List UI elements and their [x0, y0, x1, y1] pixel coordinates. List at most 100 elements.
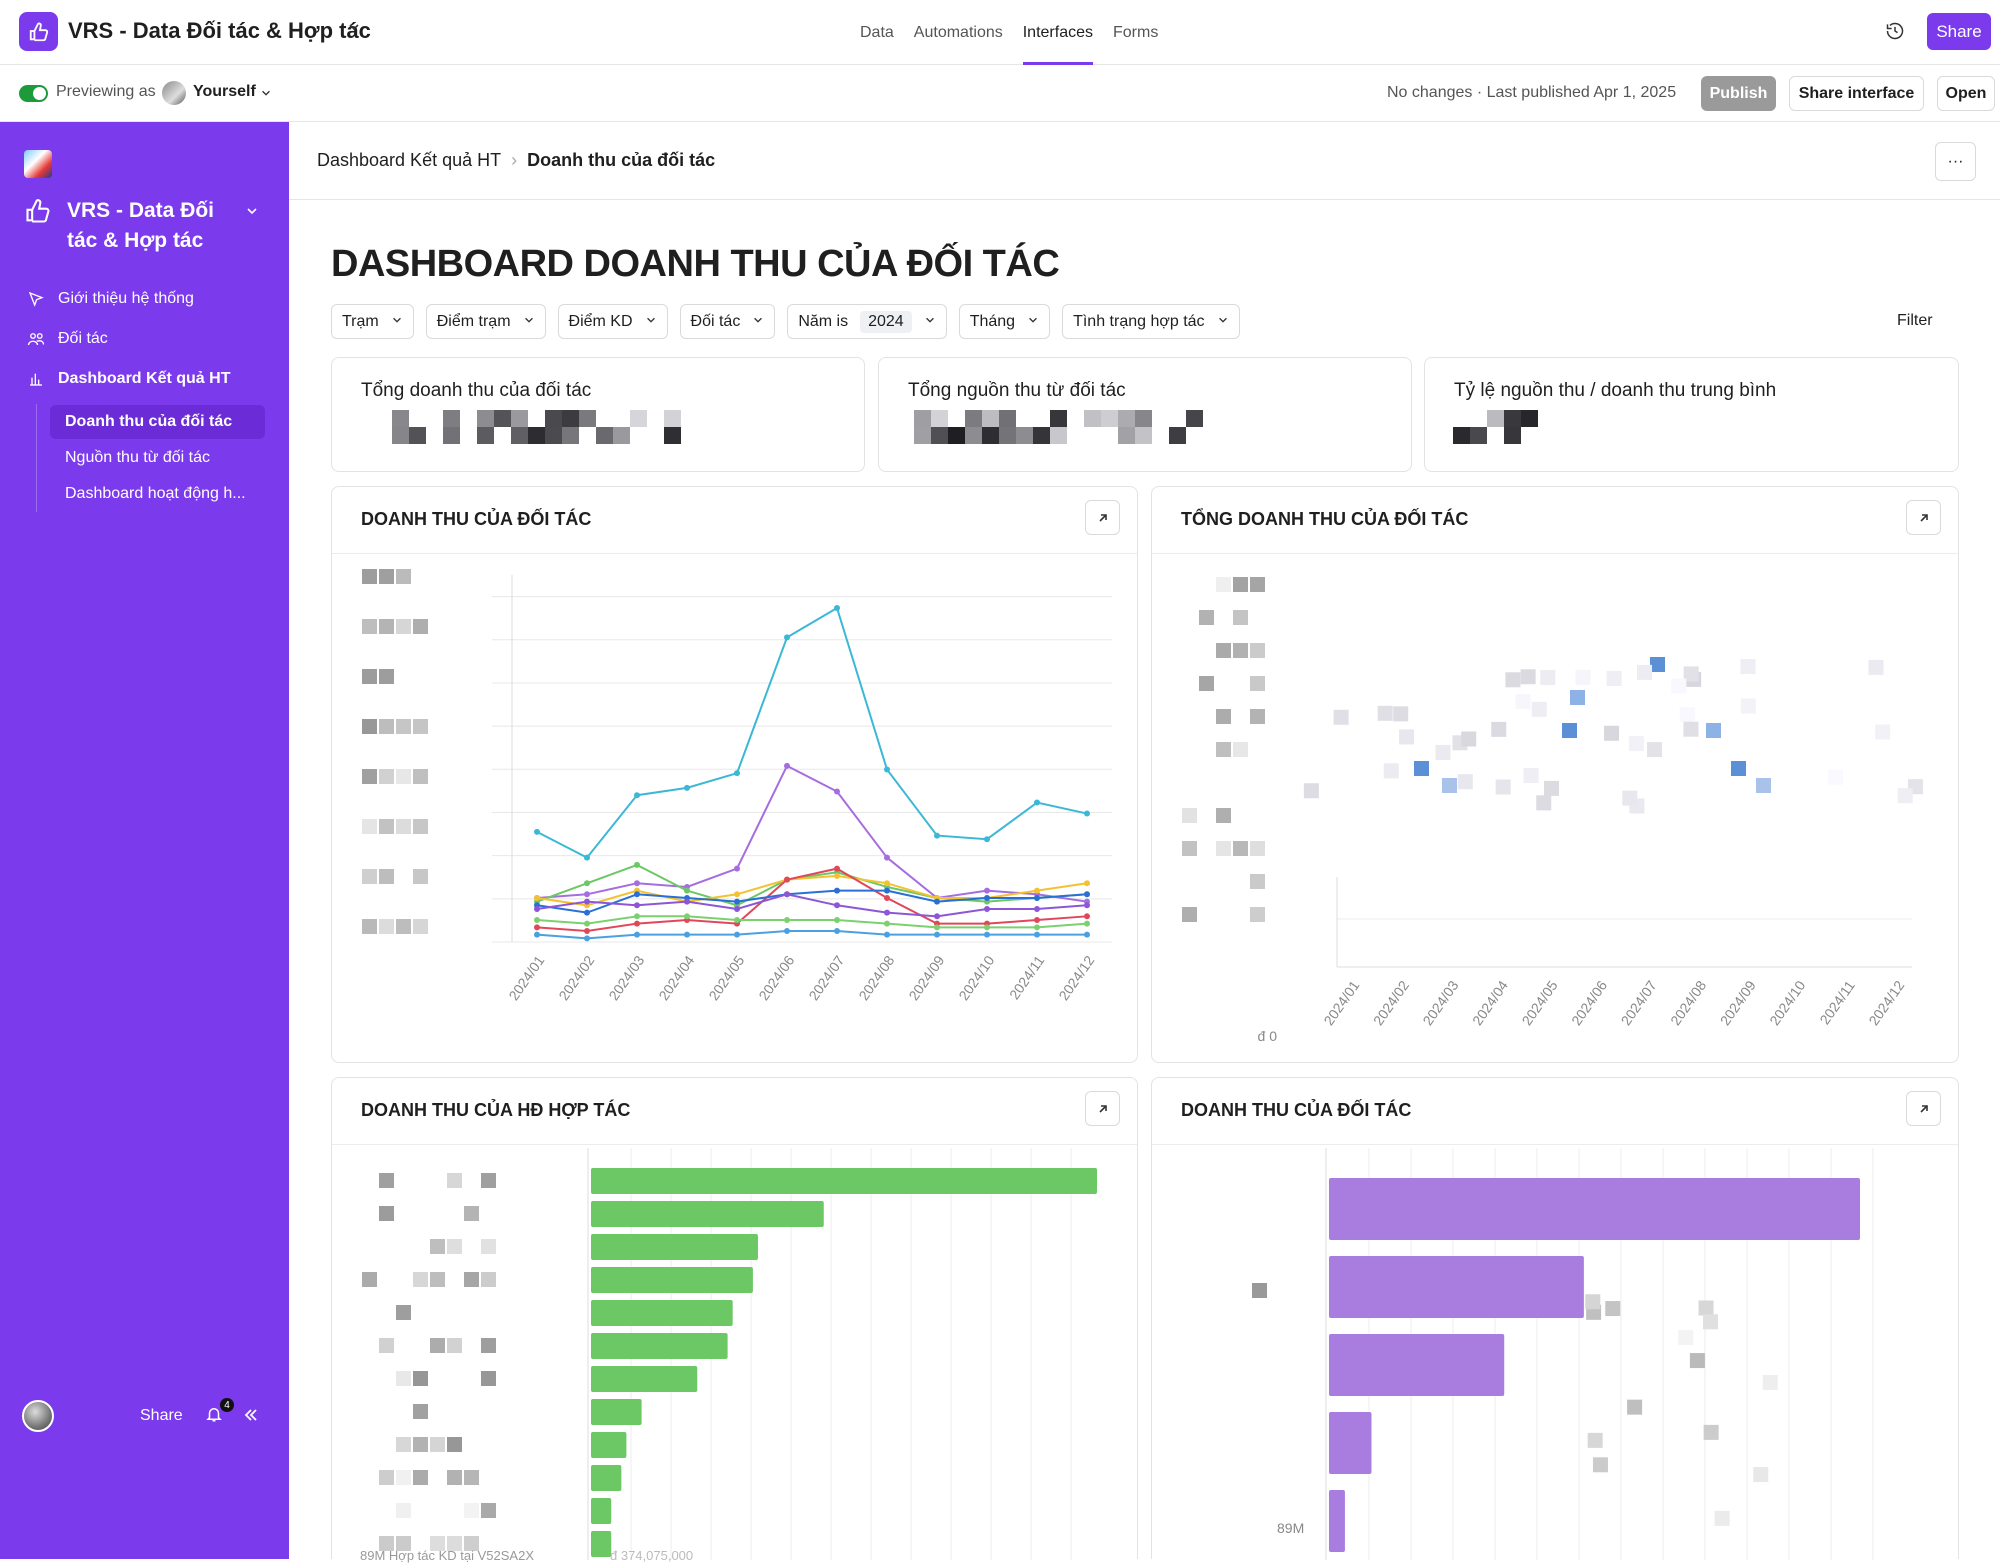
users-icon [26, 329, 46, 349]
redacted-pixel [362, 719, 377, 734]
redacted-pixel [430, 1437, 445, 1452]
filter-label: Đối tác [690, 312, 741, 330]
x-tick-label: 2024/02 [555, 952, 597, 1003]
filter-tram[interactable]: Trạm [331, 304, 414, 339]
app-title[interactable]: VRS - Data Đối tác & Hợp tác [68, 18, 371, 43]
redacted-pixel [443, 410, 460, 427]
data-point [1034, 887, 1040, 894]
heatmap-cell [1650, 657, 1665, 672]
redacted-pixel [464, 1536, 479, 1551]
sidebar-subitem-nguon-thu[interactable]: Nguồn thu từ đối tác [65, 449, 211, 466]
data-point [834, 887, 840, 894]
avatar[interactable] [162, 81, 186, 105]
sidebar-subitem-hoat-dong[interactable]: Dashboard hoạt động h... [65, 485, 246, 502]
redacted-pixel [579, 410, 596, 427]
heatmap-cell [1706, 723, 1721, 738]
redacted-pixel [1504, 427, 1521, 444]
data-point [934, 931, 940, 938]
sidebar-subitem-doanh-thu[interactable]: Doanh thu của đối tác [50, 405, 265, 439]
page-title: DASHBOARD DOANH THU CỦA ĐỐI TÁC [331, 243, 1060, 285]
heatmap-cell [1303, 783, 1319, 799]
data-point [534, 828, 540, 835]
x-tick-label: 2024/10 [955, 952, 997, 1003]
filter-link[interactable]: Filter [1897, 312, 1933, 329]
kpi-value-redacted [392, 410, 692, 450]
collapse-icon[interactable] [243, 1407, 259, 1428]
heatmap-cell [1491, 721, 1507, 737]
x-tick-label: 2024/04 [655, 952, 697, 1003]
redacted-pixel [396, 1371, 411, 1386]
redacted-pixel [1233, 742, 1248, 757]
data-point [1084, 891, 1090, 898]
data-point [734, 905, 740, 912]
thumbs-up-icon[interactable] [19, 12, 58, 51]
chevron-down-icon[interactable] [347, 20, 361, 39]
sidebar-item-doi-tac[interactable]: Đối tác [26, 329, 108, 349]
data-point [884, 854, 890, 861]
nav-data[interactable]: Data [860, 23, 894, 41]
redacted-pixel [379, 769, 394, 784]
redacted-pixel [1182, 841, 1197, 856]
chevron-down-icon[interactable] [245, 204, 259, 223]
redacted-pixel [413, 1404, 428, 1419]
chevron-down-icon[interactable] [260, 86, 272, 104]
redacted-pixel [477, 427, 494, 444]
bar-chart [362, 1148, 1097, 1560]
redacted-pixel [1689, 1353, 1705, 1369]
axis-label: 89M [1277, 1520, 1305, 1536]
breadcrumb-parent[interactable]: Dashboard Kết quả HT [317, 150, 502, 170]
thumbs-up-icon [24, 197, 52, 230]
share-interface-button[interactable]: Share interface [1789, 76, 1924, 111]
filter-diem-tram[interactable]: Điểm trạm [425, 304, 546, 339]
nav-forms[interactable]: Forms [1113, 23, 1159, 41]
divider [289, 199, 2000, 200]
preview-user[interactable]: Yourself [193, 83, 256, 100]
bar [591, 1432, 627, 1458]
data-point [534, 905, 540, 912]
share-button[interactable]: Share [1927, 13, 1991, 50]
publish-button[interactable]: Publish [1701, 76, 1776, 111]
nav-interfaces[interactable]: Interfaces [1013, 0, 1103, 65]
avatar[interactable] [22, 1400, 54, 1432]
sidebar-item-label: Đối tác [58, 330, 108, 347]
redacted-pixel [1118, 410, 1135, 427]
filter-nam[interactable]: Năm is 2024 [787, 304, 947, 339]
heatmap-cell [1505, 672, 1521, 688]
redacted-pixel [362, 869, 377, 884]
sidebar-share-button[interactable]: Share [140, 1407, 183, 1424]
redacted-pixel [1033, 427, 1050, 444]
redacted-pixel [1585, 1294, 1601, 1310]
redacted-pixel [965, 410, 982, 427]
breadcrumb-current: Doanh thu của đối tác [527, 150, 716, 170]
bell-icon[interactable] [205, 1405, 223, 1428]
heatmap-cell [1683, 666, 1699, 682]
more-options-button[interactable]: ··· [1935, 142, 1976, 181]
preview-toggle[interactable] [19, 85, 48, 102]
chart-title: DOANH THU CỦA ĐỐI TÁC [361, 509, 592, 529]
open-button[interactable]: Open [1937, 76, 1995, 111]
sidebar-title[interactable]: VRS - Data Đối tác & Hợp tác [67, 199, 215, 252]
expand-icon[interactable] [1906, 500, 1941, 535]
sidebar-item-dashboard[interactable]: Dashboard Kết quả HT [26, 369, 230, 389]
redacted-pixel [1252, 1283, 1267, 1298]
expand-icon[interactable] [1906, 1091, 1941, 1126]
filter-thang[interactable]: Tháng [958, 304, 1051, 339]
redacted-pixel [379, 819, 394, 834]
heatmap-cell [1461, 731, 1477, 747]
redacted-pixel [528, 427, 545, 444]
bar-value-label: đ 374,075,000 [610, 1548, 694, 1563]
redacted-pixel [596, 427, 613, 444]
sidebar-item-gioi-thieu[interactable]: Giới thiệu hệ thống [26, 289, 194, 309]
nav-automations[interactable]: Automations [913, 23, 1003, 41]
filter-tinh-trang[interactable]: Tình trạng hợp tác [1062, 304, 1240, 339]
redacted-pixel [430, 1272, 445, 1287]
history-icon[interactable] [1885, 21, 1905, 46]
data-point [684, 784, 690, 791]
expand-icon[interactable] [1085, 1091, 1120, 1126]
data-point [784, 876, 790, 883]
filter-doi-tac[interactable]: Đối tác [679, 304, 776, 339]
chart-card-bar-green: DOANH THU CỦA HĐ HỢP TÁC 89M Hợp tác KD … [331, 1077, 1138, 1563]
redacted-pixel [413, 819, 428, 834]
filter-diem-kd[interactable]: Điểm KD [557, 304, 668, 339]
expand-icon[interactable] [1085, 500, 1120, 535]
